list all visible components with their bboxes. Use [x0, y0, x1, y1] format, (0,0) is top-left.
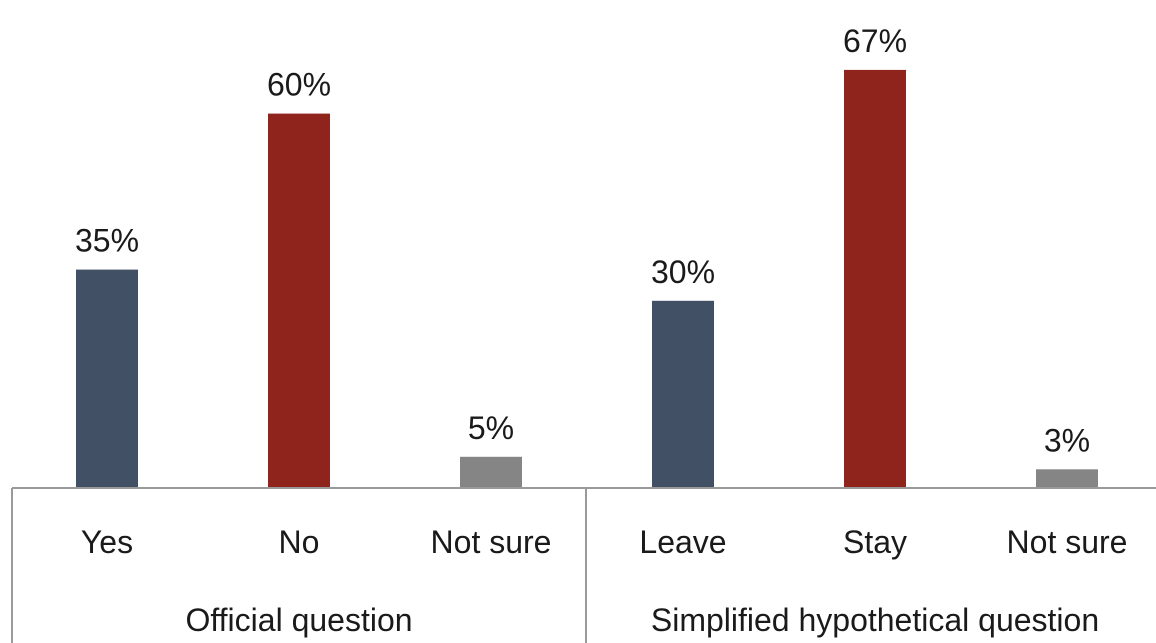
value-label-stay-simplified: 67% — [843, 23, 907, 59]
category-label-not-sure-official: Not sure — [431, 524, 552, 560]
bars-layer — [76, 69, 1098, 489]
value-label-no-official: 60% — [267, 67, 331, 103]
bar-stay-simplified — [844, 69, 906, 489]
value-label-leave-simplified: 30% — [651, 254, 715, 290]
bar-leave-simplified — [652, 300, 714, 488]
category-label-no: No — [279, 524, 320, 560]
value-label-yes-official: 35% — [75, 223, 139, 259]
category-label-stay: Stay — [843, 524, 907, 560]
bar-not-sure-official — [460, 456, 522, 488]
bar-yes-official — [76, 269, 138, 488]
value-labels-layer: 35% 60% 5% 30% 67% 3% — [75, 23, 1090, 458]
group-label-official-question: Official question — [185, 602, 412, 638]
value-label-not-sure-simplified: 3% — [1044, 422, 1090, 458]
category-label-not-sure-simplified: Not sure — [1007, 524, 1128, 560]
bar-not-sure-simplified — [1036, 469, 1098, 488]
bar-no-official — [268, 113, 330, 488]
value-label-not-sure-official: 5% — [468, 410, 514, 446]
category-label-leave: Leave — [639, 524, 726, 560]
category-label-yes: Yes — [81, 524, 133, 560]
group-label-simplified-hypothetical-question: Simplified hypothetical question — [651, 602, 1099, 638]
